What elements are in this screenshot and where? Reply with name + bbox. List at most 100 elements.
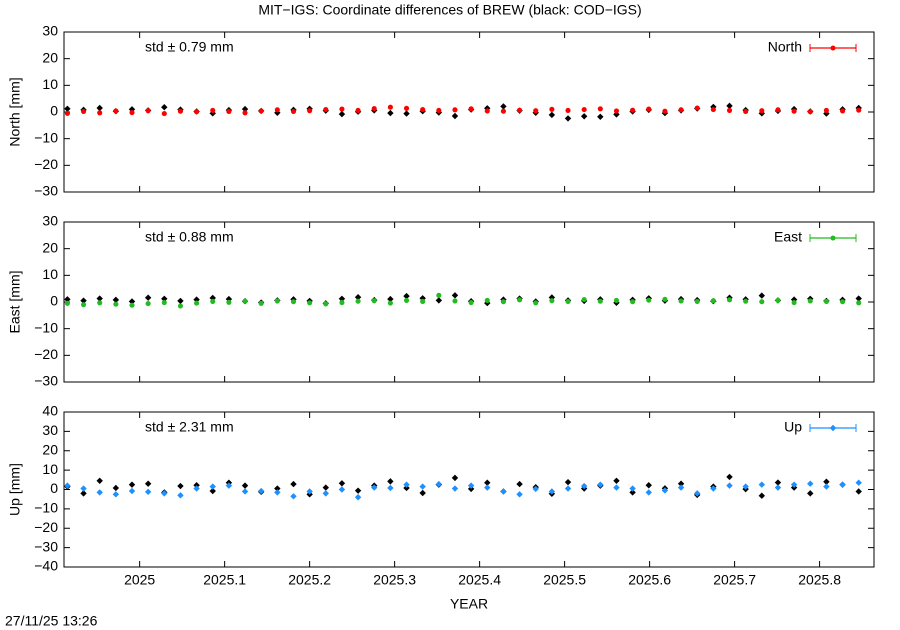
point — [128, 487, 136, 495]
plot-frame — [63, 411, 875, 568]
point — [177, 482, 184, 490]
point — [128, 298, 136, 305]
point — [726, 107, 733, 113]
point — [80, 485, 87, 492]
point — [209, 110, 216, 117]
point — [274, 485, 281, 492]
point — [80, 108, 87, 115]
point — [678, 298, 684, 304]
point — [355, 298, 361, 304]
point — [226, 108, 232, 115]
point — [210, 107, 216, 113]
point — [548, 488, 556, 495]
point — [339, 106, 345, 112]
y-tick-label: 30 — [42, 23, 58, 39]
point — [113, 301, 119, 307]
point — [629, 485, 636, 492]
point — [597, 106, 603, 112]
legend-marker — [829, 424, 837, 432]
point — [144, 294, 152, 301]
point — [274, 489, 281, 496]
point — [274, 298, 280, 304]
x-tick-label: 2025 — [124, 572, 155, 588]
annotation: std ± 2.31 mm — [145, 419, 234, 435]
point — [387, 104, 393, 110]
point — [371, 298, 377, 304]
y-tick-label: −10 — [34, 129, 58, 145]
legend-label: North — [768, 39, 802, 55]
point — [420, 107, 426, 113]
point — [694, 105, 700, 111]
point — [387, 484, 394, 492]
point — [774, 484, 782, 491]
point — [613, 111, 620, 118]
plot-frame — [63, 31, 875, 193]
point — [758, 492, 766, 499]
point — [839, 481, 846, 488]
point — [161, 490, 168, 497]
point — [484, 479, 491, 486]
point — [307, 300, 313, 306]
y-tick-label: 0 — [50, 103, 58, 119]
x-axis-label: YEAR — [450, 596, 488, 612]
y-axis-label: Up [mm] — [7, 463, 23, 516]
point — [532, 485, 539, 493]
point — [580, 482, 588, 490]
point — [516, 491, 523, 498]
point — [823, 478, 830, 485]
point — [290, 480, 297, 488]
point — [484, 484, 491, 491]
point — [403, 297, 410, 303]
point — [226, 299, 232, 305]
point — [355, 107, 361, 113]
point — [451, 292, 459, 299]
point — [419, 489, 426, 497]
point — [144, 488, 152, 496]
point — [96, 104, 103, 112]
point — [823, 483, 830, 490]
point — [645, 489, 652, 496]
y-tick-label: −20 — [34, 156, 58, 172]
point — [193, 485, 200, 492]
point — [403, 481, 410, 488]
y-tick-label: 40 — [42, 403, 58, 419]
point — [662, 108, 668, 114]
point — [306, 488, 313, 495]
point — [387, 478, 394, 485]
point — [467, 485, 475, 493]
point — [533, 108, 539, 114]
point — [468, 299, 474, 306]
point — [64, 300, 70, 306]
point — [241, 488, 249, 495]
point — [549, 106, 555, 112]
point — [225, 482, 233, 489]
point — [194, 300, 200, 306]
point — [209, 483, 216, 490]
annotation: std ± 0.88 mm — [145, 229, 234, 245]
x-tick-label: 2025.8 — [798, 572, 841, 588]
point — [129, 109, 135, 116]
point — [710, 103, 717, 111]
point — [403, 105, 410, 111]
point — [549, 298, 555, 304]
y-tick-label: 0 — [50, 293, 58, 309]
point — [613, 297, 620, 303]
point — [743, 298, 749, 304]
point — [354, 294, 362, 301]
point — [112, 491, 120, 498]
point — [629, 489, 636, 496]
point — [144, 480, 152, 487]
point — [468, 106, 474, 112]
point — [64, 296, 71, 303]
y-tick-label: 10 — [42, 76, 58, 92]
y-axis-label: East [mm] — [7, 270, 23, 333]
point — [677, 480, 685, 487]
point — [257, 487, 265, 495]
y-tick-label: 20 — [42, 49, 58, 65]
point — [322, 490, 329, 497]
legend-label: East — [774, 229, 802, 245]
point — [807, 109, 813, 115]
point — [96, 489, 103, 496]
point — [354, 494, 362, 501]
